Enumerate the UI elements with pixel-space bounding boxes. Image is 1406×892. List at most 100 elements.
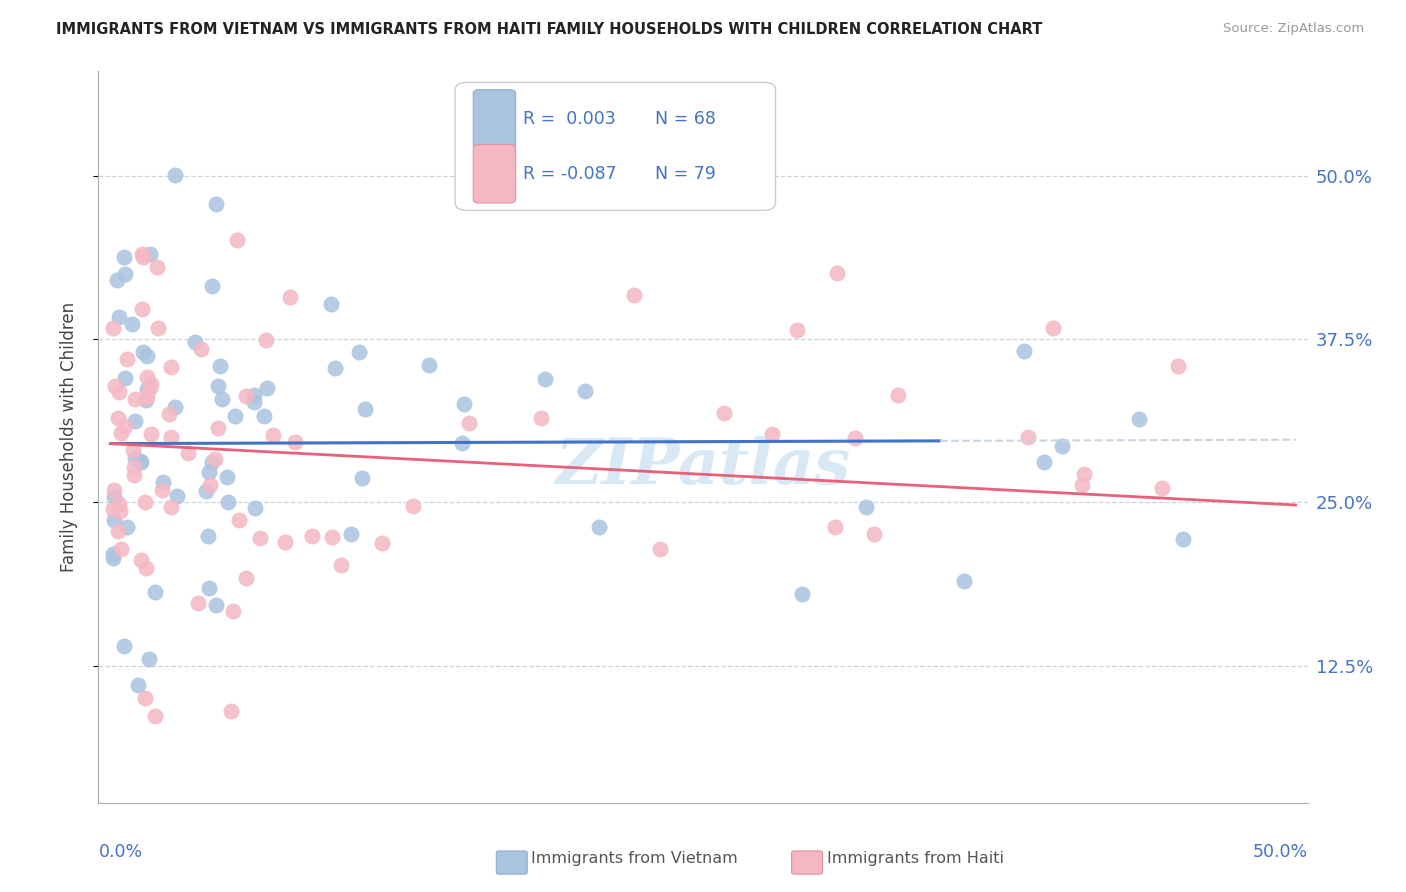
Point	[211, 392, 233, 407]
Point	[534, 372, 557, 386]
Point	[101, 321, 124, 335]
Point	[150, 483, 173, 498]
Point	[207, 421, 229, 435]
Point	[761, 426, 783, 441]
Point	[135, 561, 157, 575]
Point	[135, 390, 157, 404]
Point	[129, 553, 152, 567]
Point	[166, 489, 188, 503]
Point	[217, 470, 239, 484]
Point	[139, 247, 162, 261]
Point	[786, 322, 808, 336]
Point	[790, 586, 813, 600]
Point	[131, 302, 153, 317]
Point	[115, 351, 138, 366]
Point	[1033, 455, 1056, 469]
Point	[418, 358, 440, 372]
Point	[254, 334, 277, 348]
Point	[101, 502, 124, 516]
Point	[1171, 533, 1194, 547]
Point	[139, 376, 162, 391]
Point	[1012, 343, 1035, 358]
Point	[844, 431, 866, 445]
Point	[457, 416, 479, 430]
Point	[114, 418, 136, 433]
Point	[108, 384, 131, 399]
Point	[160, 360, 183, 375]
Point	[124, 414, 146, 428]
Point	[187, 596, 209, 610]
Point	[207, 378, 229, 392]
Point	[110, 426, 132, 441]
Point	[530, 410, 553, 425]
Point	[243, 500, 266, 515]
Text: IMMIGRANTS FROM VIETNAM VS IMMIGRANTS FROM HAITI FAMILY HOUSEHOLDS WITH CHILDREN: IMMIGRANTS FROM VIETNAM VS IMMIGRANTS FR…	[56, 22, 1043, 37]
Point	[574, 384, 596, 398]
FancyBboxPatch shape	[474, 145, 516, 203]
Point	[135, 370, 157, 384]
Point	[1128, 411, 1150, 425]
Point	[278, 290, 301, 304]
Point	[201, 278, 224, 293]
Point	[242, 394, 264, 409]
Point	[101, 550, 124, 565]
Point	[450, 436, 472, 450]
Point	[131, 247, 153, 261]
Y-axis label: Family Households with Children: Family Households with Children	[59, 302, 77, 572]
Point	[347, 344, 370, 359]
Point	[217, 494, 239, 508]
Point	[108, 310, 131, 324]
Point	[117, 520, 139, 534]
Point	[143, 708, 166, 723]
Point	[184, 334, 207, 349]
Point	[134, 691, 156, 706]
Point	[224, 409, 246, 423]
Text: Immigrants from Vietnam: Immigrants from Vietnam	[531, 851, 738, 865]
Point	[623, 288, 645, 302]
Text: Immigrants from Haiti: Immigrants from Haiti	[827, 851, 1004, 865]
Point	[122, 442, 145, 457]
Point	[825, 266, 848, 280]
Point	[1070, 478, 1092, 492]
Point	[145, 584, 167, 599]
Point	[301, 529, 323, 543]
Point	[135, 389, 157, 403]
Point	[114, 267, 136, 281]
Point	[105, 273, 128, 287]
Text: N = 79: N = 79	[655, 165, 716, 183]
Point	[353, 401, 375, 416]
Point	[160, 500, 183, 514]
Point	[122, 468, 145, 483]
Point	[323, 361, 346, 376]
Point	[1073, 467, 1095, 482]
Point	[235, 571, 257, 585]
Text: N = 68: N = 68	[655, 110, 716, 128]
Point	[146, 320, 169, 334]
Point	[887, 388, 910, 402]
FancyBboxPatch shape	[474, 90, 516, 148]
Point	[713, 406, 735, 420]
Point	[262, 428, 284, 442]
Point	[134, 495, 156, 509]
Point	[127, 678, 149, 692]
Point	[110, 541, 132, 556]
Point	[101, 547, 124, 561]
Point	[252, 409, 274, 423]
Point	[204, 451, 226, 466]
Point	[103, 513, 125, 527]
Point	[1050, 439, 1073, 453]
Point	[1167, 359, 1189, 374]
Point	[138, 652, 160, 666]
Text: R =  0.003: R = 0.003	[523, 110, 616, 128]
Point	[319, 296, 342, 310]
Point	[1152, 481, 1174, 495]
Point	[197, 528, 219, 542]
Point	[135, 392, 157, 407]
Point	[146, 260, 169, 275]
Point	[139, 381, 162, 395]
FancyBboxPatch shape	[456, 82, 776, 211]
Point	[190, 342, 212, 356]
Point	[107, 524, 129, 538]
Point	[198, 477, 221, 491]
Point	[256, 381, 278, 395]
